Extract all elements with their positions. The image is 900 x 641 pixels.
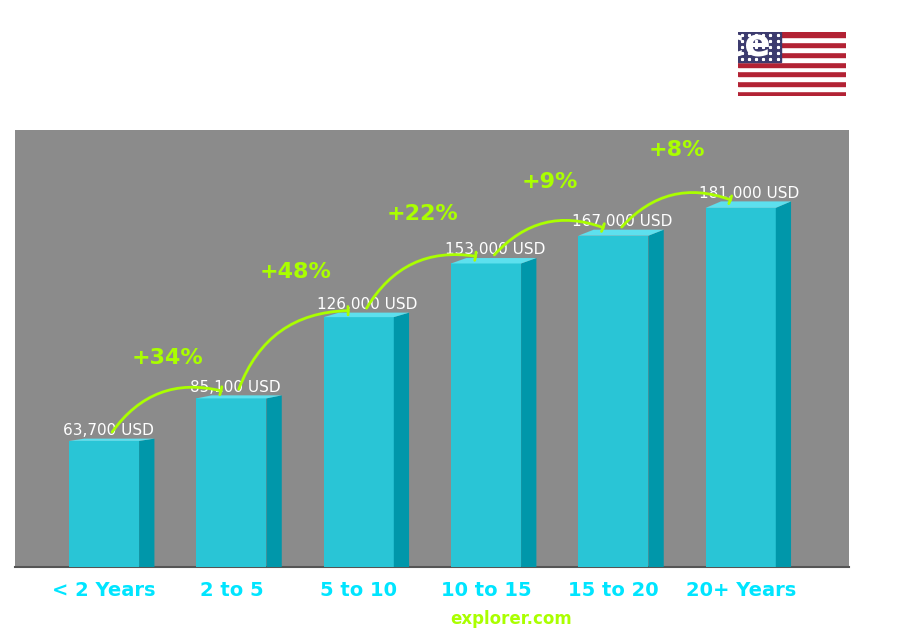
Polygon shape	[266, 395, 282, 567]
Bar	[738, 52, 846, 56]
Polygon shape	[324, 313, 410, 317]
Text: 153,000 USD: 153,000 USD	[445, 242, 545, 258]
Bar	[579, 236, 649, 567]
Polygon shape	[649, 229, 663, 567]
Text: +9%: +9%	[522, 172, 578, 192]
Text: Average Yearly Salary: Average Yearly Salary	[860, 253, 873, 388]
Polygon shape	[394, 313, 410, 567]
Bar	[738, 32, 781, 62]
Polygon shape	[521, 258, 536, 567]
Polygon shape	[140, 438, 155, 567]
Text: 181,000 USD: 181,000 USD	[699, 186, 799, 201]
Bar	[738, 32, 846, 37]
Bar	[69, 441, 140, 567]
Polygon shape	[196, 395, 282, 399]
Bar	[738, 81, 846, 87]
Bar	[738, 67, 846, 72]
Bar	[738, 37, 846, 42]
Text: Salary Comparison By Experience: Salary Comparison By Experience	[36, 26, 770, 63]
Polygon shape	[579, 229, 663, 236]
Text: 63,700 USD: 63,700 USD	[63, 424, 154, 438]
Polygon shape	[69, 438, 155, 441]
Polygon shape	[776, 201, 791, 567]
Text: +34%: +34%	[132, 348, 203, 368]
Bar	[738, 42, 846, 47]
Text: salary: salary	[393, 610, 450, 628]
Text: 126,000 USD: 126,000 USD	[318, 297, 418, 312]
Bar	[196, 399, 266, 567]
Bar	[738, 87, 846, 91]
Text: 85,100 USD: 85,100 USD	[190, 380, 281, 395]
Bar	[706, 208, 776, 567]
Text: +48%: +48%	[259, 262, 331, 282]
Text: +22%: +22%	[387, 204, 458, 224]
Polygon shape	[451, 258, 536, 263]
Text: Health Information Manager: Health Information Manager	[36, 83, 389, 107]
Text: explorer.com: explorer.com	[450, 610, 572, 628]
Bar	[324, 317, 394, 567]
Bar	[738, 62, 846, 67]
Bar	[738, 72, 846, 76]
Bar	[738, 56, 846, 62]
Text: +8%: +8%	[649, 140, 706, 160]
Polygon shape	[706, 201, 791, 208]
Bar	[451, 263, 521, 567]
Bar	[738, 76, 846, 81]
Bar	[738, 91, 846, 96]
Text: 167,000 USD: 167,000 USD	[572, 214, 672, 229]
Bar	[738, 47, 846, 52]
